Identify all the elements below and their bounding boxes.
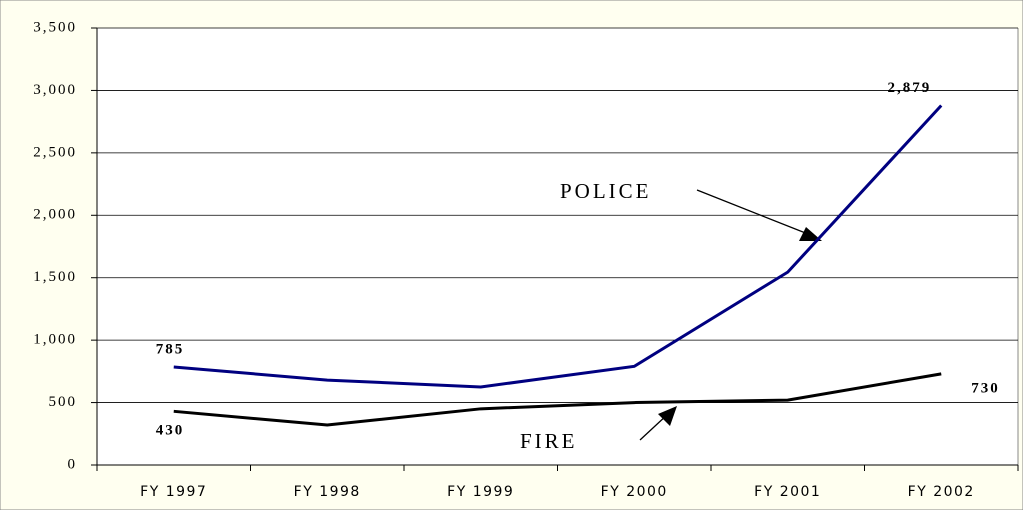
x-tick-label: FY 2000: [601, 484, 668, 500]
series-line: [173, 104, 943, 389]
value-label: 430: [156, 423, 185, 439]
y-tick-label: 0: [68, 456, 78, 472]
y-tick-label: 1,500: [33, 269, 77, 285]
value-label: 730: [971, 380, 1000, 396]
y-tick-label: 2,500: [33, 144, 77, 160]
y-tick-label: 500: [49, 394, 78, 410]
value-label: 785: [156, 341, 185, 357]
fire-annotation: FIRE: [520, 429, 578, 453]
value-label: 2,879: [888, 80, 932, 96]
y-tick-label: 1,000: [33, 332, 77, 348]
fire-arrowhead: [658, 406, 677, 426]
police-arrow: [696, 189, 809, 235]
series-line: [173, 372, 942, 427]
x-tick-label: FY 1998: [294, 484, 361, 500]
x-tick-label: FY 1997: [140, 484, 207, 500]
x-tick-label: FY 2001: [754, 484, 821, 500]
y-tick-label: 3,000: [33, 82, 77, 98]
y-tick-label: 2,000: [33, 207, 77, 223]
police-annotation: POLICE: [560, 179, 652, 203]
plot-area: [97, 28, 1018, 465]
police-arrowhead: [799, 227, 822, 241]
x-tick-label: FY 2002: [908, 484, 975, 500]
y-tick-label: 3,500: [33, 19, 77, 35]
x-tick-label: FY 1999: [447, 484, 514, 500]
